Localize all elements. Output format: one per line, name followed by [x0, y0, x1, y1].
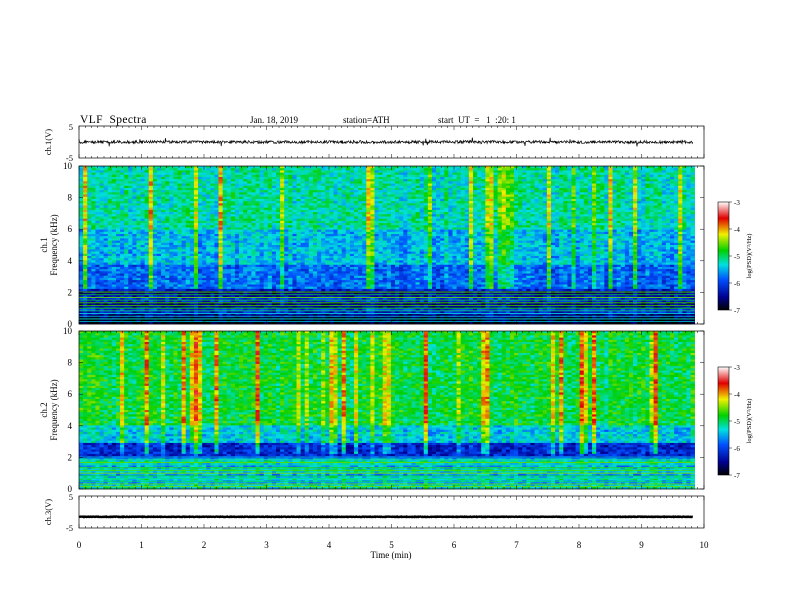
ch1-spec-ylabel-frequency: Frequency (kHz) [49, 214, 59, 275]
colorbar-tick-label: -6 [734, 280, 740, 288]
ch1-waveform-line [79, 138, 693, 147]
colorbar-tick-label: -7 [734, 472, 740, 480]
colorbar-tick-label: -5 [734, 253, 740, 261]
frequency-tick-label: 4 [68, 256, 73, 266]
ch3-ytick-bottom: -5 [66, 523, 73, 533]
frequency-tick-label: 10 [63, 326, 73, 336]
ch3-ytick-top: 5 [69, 492, 73, 502]
x-axis-label: Time (min) [371, 550, 412, 560]
x-tick-label: 3 [264, 540, 269, 550]
x-tick-label: 4 [327, 540, 332, 550]
ch2-spectrogram-heatmap [79, 331, 695, 489]
frequency-tick-label: 6 [68, 224, 73, 234]
ch1-waveform-panel: 5 -5 ch.1(V) [43, 122, 704, 163]
x-tick-label: 1 [139, 540, 144, 550]
x-tick-label: 2 [202, 540, 207, 550]
frequency-tick-label: 10 [63, 161, 73, 171]
frequency-tick-label: 2 [68, 287, 73, 297]
ch1-ytick-top: 5 [69, 122, 73, 132]
x-tick-label: 9 [639, 540, 644, 550]
x-tick-label: 5 [389, 540, 394, 550]
x-tick-label: 10 [700, 540, 710, 550]
colorbar-tick-label: -6 [734, 445, 740, 453]
x-tick-label: 0 [77, 540, 82, 550]
ch2-spec-ylabel-channel: ch.2 [39, 402, 49, 417]
x-tick-label: 7 [514, 540, 519, 550]
ch3-waveform-panel: 5 -5 ch.3(V) [43, 492, 704, 533]
colorbar-tick-label: -7 [734, 307, 740, 315]
ch1-colorbar-label: log(PSD)(V²/Hz) [746, 234, 753, 279]
x-tick-label: 8 [577, 540, 582, 550]
colorbar-tick-label: -3 [734, 364, 740, 372]
ch1-wave-ylabel: ch.1(V) [43, 129, 53, 155]
ch1-spec-ylabel-channel: ch.1 [39, 237, 49, 252]
ch2-colorbar-label: log(PSD)(V²/Hz) [746, 399, 753, 444]
frequency-tick-label: 8 [68, 358, 73, 368]
frequency-tick-label: 4 [68, 421, 73, 431]
colorbar-tick-label: -5 [734, 418, 740, 426]
x-tick-label: 6 [452, 540, 457, 550]
ch3-wave-ylabel: ch.3(V) [43, 499, 53, 525]
ch2-spec-ylabel-frequency: Frequency (kHz) [49, 379, 59, 440]
colorbar-tick-label: -4 [734, 226, 740, 234]
ch1-spectrogram-heatmap [79, 166, 695, 324]
colorbar-tick-label: -4 [734, 391, 740, 399]
frequency-tick-label: 6 [68, 389, 73, 399]
ch1-colorbar: -3 -4 -5 -6 -7 log(PSD)(V²/Hz) [718, 199, 753, 315]
frequency-tick-label: 8 [68, 193, 73, 203]
colorbar-tick-label: -3 [734, 199, 740, 207]
ch2-colorbar: -3 -4 -5 -6 -7 log(PSD)(V²/Hz) [718, 364, 753, 480]
frequency-tick-label: 2 [68, 452, 73, 462]
